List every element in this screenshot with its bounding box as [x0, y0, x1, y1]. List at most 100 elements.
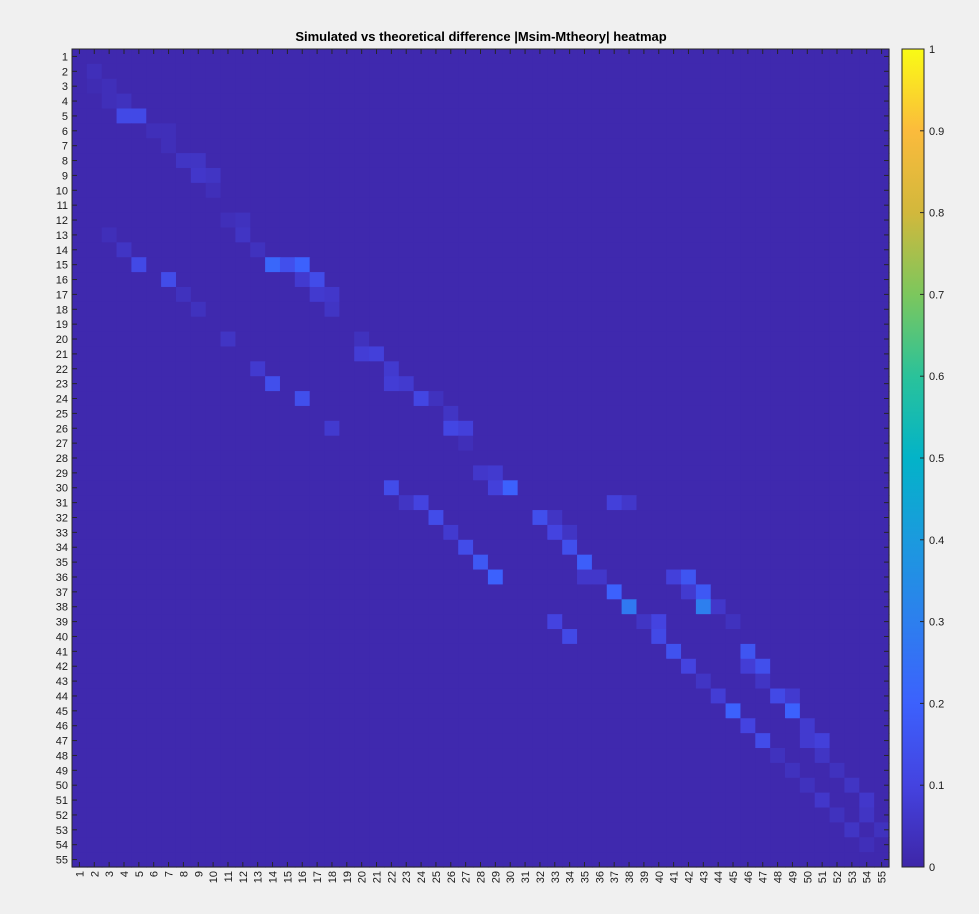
- x-tick-label: 28: [476, 871, 488, 883]
- heatmap-cell: [369, 688, 385, 704]
- heatmap-cell: [874, 123, 890, 139]
- heatmap-cell: [473, 197, 489, 214]
- heatmap-cell: [651, 331, 667, 348]
- heatmap-cell: [324, 733, 340, 749]
- heatmap-cell: [369, 569, 385, 586]
- heatmap-cell: [814, 777, 831, 794]
- heatmap-cell: [799, 703, 816, 719]
- heatmap-cell: [458, 108, 474, 124]
- heatmap-cell: [755, 762, 771, 779]
- heatmap-cell: [294, 78, 311, 95]
- heatmap-cell: [799, 524, 816, 541]
- heatmap-cell: [205, 718, 222, 734]
- heatmap-cell: [86, 569, 103, 586]
- heatmap-cell: [428, 49, 444, 65]
- heatmap-cell: [72, 167, 88, 184]
- heatmap-cell: [146, 227, 162, 243]
- heatmap-cell: [413, 123, 430, 139]
- heatmap-cell: [725, 599, 742, 615]
- heatmap-cell: [577, 733, 593, 749]
- heatmap-cell: [101, 465, 118, 481]
- heatmap-cell: [725, 539, 742, 556]
- heatmap-cell: [235, 123, 251, 139]
- heatmap-cell: [458, 167, 474, 184]
- heatmap-cell: [562, 465, 578, 481]
- heatmap-cell: [146, 524, 162, 541]
- heatmap-cell: [235, 614, 251, 630]
- heatmap-cell: [175, 63, 192, 80]
- heatmap-cell: [651, 629, 667, 645]
- heatmap-cell: [146, 599, 162, 615]
- heatmap-cell: [383, 480, 400, 496]
- heatmap-cell: [814, 614, 831, 630]
- heatmap-cell: [606, 450, 623, 467]
- heatmap-cell: [591, 703, 608, 719]
- heatmap-cell: [799, 301, 816, 318]
- heatmap-cell: [681, 108, 697, 124]
- heatmap-cell: [755, 272, 771, 288]
- heatmap-cell: [844, 852, 860, 868]
- heatmap-cell: [636, 63, 652, 80]
- heatmap-cell: [517, 272, 534, 288]
- heatmap-cell: [413, 658, 430, 675]
- heatmap-cell: [710, 49, 727, 65]
- heatmap-cell: [265, 837, 281, 853]
- heatmap-cell: [502, 435, 519, 452]
- heatmap-cell: [606, 182, 623, 199]
- heatmap-cell: [844, 197, 860, 214]
- heatmap-cell: [666, 301, 682, 318]
- heatmap-cell: [666, 63, 682, 80]
- heatmap-cell: [101, 286, 118, 303]
- heatmap-cell: [324, 807, 340, 823]
- heatmap-cell: [681, 286, 697, 303]
- heatmap-cell: [190, 703, 207, 719]
- heatmap-cell: [190, 346, 207, 362]
- heatmap-cell: [265, 227, 281, 243]
- heatmap-cell: [339, 852, 355, 868]
- heatmap-cell: [502, 49, 519, 65]
- heatmap-cell: [636, 792, 652, 809]
- heatmap-cell: [547, 495, 563, 511]
- heatmap-cell: [562, 63, 578, 80]
- heatmap-cell: [814, 718, 831, 734]
- heatmap-cell: [235, 733, 251, 749]
- heatmap-cell: [413, 376, 430, 392]
- heatmap-cell: [666, 718, 682, 734]
- heatmap-cell: [205, 822, 222, 838]
- heatmap-cell: [532, 435, 548, 452]
- heatmap-cell: [175, 792, 192, 809]
- heatmap-cell: [681, 316, 697, 333]
- heatmap-cell: [175, 822, 192, 838]
- heatmap-cell: [666, 688, 682, 704]
- heatmap-cell: [250, 599, 266, 615]
- heatmap-cell: [621, 78, 638, 95]
- heatmap-cell: [72, 405, 88, 422]
- heatmap-cell: [874, 777, 890, 794]
- heatmap-cell: [666, 480, 682, 496]
- heatmap-cell: [502, 480, 519, 496]
- heatmap-cell: [369, 197, 385, 214]
- heatmap-cell: [205, 123, 222, 139]
- heatmap-cell: [785, 748, 801, 764]
- heatmap-cell: [799, 242, 816, 258]
- heatmap-cell: [175, 435, 192, 452]
- heatmap-cell: [725, 167, 742, 184]
- heatmap-cell: [294, 852, 311, 868]
- heatmap-cell: [220, 93, 236, 110]
- x-tick-label: 5: [134, 871, 146, 877]
- heatmap-cell: [681, 807, 697, 823]
- heatmap-cell: [547, 78, 563, 95]
- heatmap-cell: [606, 316, 623, 333]
- heatmap-cell: [844, 93, 860, 110]
- y-tick-label: 49: [56, 765, 68, 777]
- heatmap-cell: [577, 138, 593, 154]
- heatmap-cell: [279, 78, 296, 95]
- heatmap-cell: [398, 257, 415, 273]
- heatmap-cell: [606, 762, 623, 779]
- heatmap-cell: [235, 361, 251, 377]
- heatmap-cell: [265, 420, 281, 437]
- heatmap-cell: [205, 762, 222, 779]
- heatmap-cell: [814, 673, 831, 690]
- heatmap-cell: [116, 435, 133, 452]
- heatmap-cell: [443, 227, 459, 243]
